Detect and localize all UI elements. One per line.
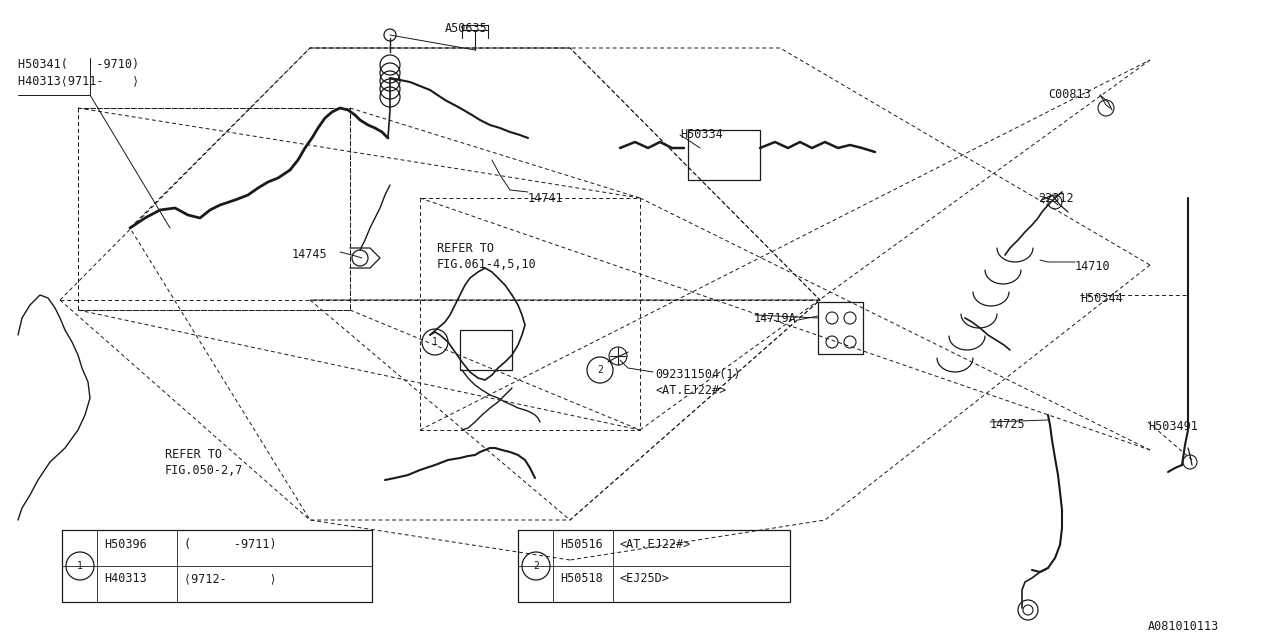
- Text: H50396: H50396: [104, 538, 147, 551]
- Text: REFER TO: REFER TO: [436, 242, 494, 255]
- Bar: [460, 330, 512, 370]
- Text: 22312: 22312: [1038, 192, 1074, 205]
- Text: <EJ25D>: <EJ25D>: [620, 572, 669, 585]
- Text: H50516: H50516: [561, 538, 603, 551]
- Text: H50518: H50518: [561, 572, 603, 585]
- Text: 14719A: 14719A: [754, 312, 796, 325]
- Text: 2: 2: [596, 365, 603, 375]
- Bar: [61, 530, 372, 602]
- Text: H40313: H40313: [104, 572, 147, 585]
- Text: (      -9711): ( -9711): [184, 538, 276, 551]
- Text: C00813: C00813: [1048, 88, 1091, 101]
- Text: 2: 2: [532, 561, 539, 571]
- Bar: [518, 530, 790, 602]
- Text: A50635: A50635: [445, 22, 488, 35]
- Text: H40313⟨9711-    ⟩: H40313⟨9711- ⟩: [18, 74, 140, 87]
- Text: 1: 1: [77, 561, 83, 571]
- Text: H503491: H503491: [1148, 420, 1198, 433]
- Text: <AT.EJ22#>: <AT.EJ22#>: [620, 538, 691, 551]
- Text: FIG.050-2,7: FIG.050-2,7: [165, 464, 243, 477]
- Text: <AT.EJ22#>: <AT.EJ22#>: [655, 384, 726, 397]
- Text: H50341(    -9710): H50341( -9710): [18, 58, 140, 71]
- Text: 14710: 14710: [1075, 260, 1111, 273]
- Text: A081010113: A081010113: [1148, 620, 1220, 633]
- Text: H50334: H50334: [680, 128, 723, 141]
- Text: 14725: 14725: [989, 418, 1025, 431]
- Text: 14745: 14745: [292, 248, 328, 261]
- Text: FIG.061-4,5,10: FIG.061-4,5,10: [436, 258, 536, 271]
- Bar: [689, 130, 760, 180]
- Text: 092311504(1): 092311504(1): [655, 368, 741, 381]
- Text: ⟨9712-      ⟩: ⟨9712- ⟩: [184, 572, 276, 585]
- Text: REFER TO: REFER TO: [165, 448, 221, 461]
- Text: 14741: 14741: [529, 192, 563, 205]
- Text: 1: 1: [433, 337, 438, 347]
- Text: H50344: H50344: [1080, 292, 1123, 305]
- Bar: [818, 302, 863, 354]
